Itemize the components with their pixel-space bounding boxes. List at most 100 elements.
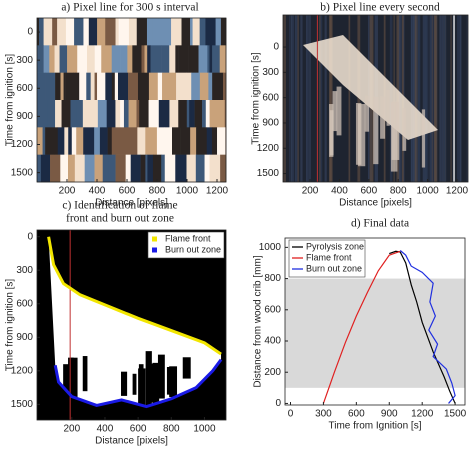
pixel-stripe xyxy=(205,18,216,46)
panel-title: a) Pixel line for 300 s interval xyxy=(61,2,198,14)
pixel-stripe xyxy=(45,127,55,155)
pixel-stripe xyxy=(189,100,193,128)
pixel-stripe xyxy=(191,100,195,128)
gap-column xyxy=(169,366,178,398)
pixel-stripe xyxy=(130,154,141,183)
x-tick-label: 400 xyxy=(97,424,114,435)
y-tick-label: 600 xyxy=(262,92,279,103)
pixel-stripe xyxy=(162,72,173,101)
pixel-stripe xyxy=(306,15,310,182)
pixel-stripe xyxy=(114,72,119,101)
x-tick-label: 400 xyxy=(331,186,348,197)
pixel-stripe xyxy=(90,100,99,128)
y-axis-label: Time from ignition [s] xyxy=(5,54,16,147)
x-tick-label: 1200 xyxy=(446,186,469,197)
pixel-stripe xyxy=(60,72,64,101)
pixel-stripe xyxy=(186,154,197,183)
x-tick-label: 600 xyxy=(348,409,365,420)
pixel-stripe xyxy=(52,18,58,46)
pixel-stripe xyxy=(59,45,68,73)
x-tick-label: 0 xyxy=(288,409,294,420)
pixel-stripe xyxy=(423,15,427,182)
gap-column xyxy=(68,357,74,393)
pixel-stripe xyxy=(137,127,146,155)
pixel-stripe xyxy=(77,45,88,73)
pixel-stripe xyxy=(42,127,46,155)
gap-column xyxy=(121,371,128,396)
pixel-stripe xyxy=(102,154,109,183)
pixel-stripe xyxy=(37,45,44,73)
pixel-stripe xyxy=(156,127,165,155)
pixel-stripe xyxy=(289,15,291,182)
pixel-stripe xyxy=(120,100,125,128)
legend-label: Pyrolysis zone xyxy=(306,241,364,251)
series-line xyxy=(47,236,222,356)
pixel-stripe xyxy=(199,72,209,101)
pixel-stripe xyxy=(164,127,173,155)
series-line xyxy=(53,358,223,409)
pixel-stripe xyxy=(190,127,197,155)
legend-label: Burn out zone xyxy=(306,263,362,273)
pixel-stripe xyxy=(181,18,191,46)
y-axis-label: Distance from wood crib [mm] xyxy=(253,255,264,387)
pixel-stripe xyxy=(209,45,213,73)
pixel-stripe xyxy=(175,154,180,183)
y-tick-label: 1200 xyxy=(11,365,34,376)
pixel-stripe xyxy=(194,100,203,128)
pixel-stripe xyxy=(417,15,420,182)
pixel-stripe xyxy=(442,15,445,182)
legend-label: Flame front xyxy=(306,252,352,262)
axes-frame xyxy=(282,14,469,183)
pixel-stripe xyxy=(132,45,142,73)
pixel-stripe xyxy=(55,72,61,101)
pixel-stripe xyxy=(74,154,85,183)
pixel-stripe xyxy=(175,45,179,73)
pixel-stripe xyxy=(125,154,132,183)
pixel-stripe xyxy=(111,45,121,73)
pixel-stripe xyxy=(161,154,166,183)
pixel-stripe xyxy=(99,127,103,155)
pixel-stripe xyxy=(180,127,191,155)
pixel-stripe xyxy=(139,100,149,128)
pixel-stripe xyxy=(49,45,55,73)
x-axis-label: Distance [pixels] xyxy=(95,436,168,447)
burn-column xyxy=(364,95,370,132)
burn-column xyxy=(329,110,334,156)
y-tick-label: 1200 xyxy=(257,143,280,154)
pixel-stripe xyxy=(107,127,113,155)
pixel-stripe xyxy=(94,45,102,73)
pixel-stripe xyxy=(319,15,321,182)
y-tick-label: 0 xyxy=(275,398,281,409)
pixel-stripe xyxy=(450,15,452,182)
pixel-stripe xyxy=(224,100,227,128)
pixel-stripe xyxy=(55,100,62,128)
pixel-stripe xyxy=(433,15,436,182)
pixel-stripe xyxy=(37,154,42,183)
pixel-stripe xyxy=(290,15,293,182)
x-tick-label: 1500 xyxy=(444,409,467,420)
pixel-stripe xyxy=(87,45,96,73)
y-tick-label: 600 xyxy=(16,298,33,309)
pixel-stripe xyxy=(70,100,78,128)
gap-column xyxy=(132,373,137,395)
x-tick-label: 1000 xyxy=(416,186,439,197)
pixel-stripe xyxy=(94,72,98,101)
pixel-stripe xyxy=(111,127,122,155)
pixel-stripe xyxy=(145,127,151,155)
pixel-stripe xyxy=(37,100,48,128)
pixel-stripe xyxy=(145,154,148,183)
pixel-stripe xyxy=(64,127,69,155)
pixel-stripe xyxy=(115,100,121,128)
pixel-stripe xyxy=(117,72,129,101)
y-tick-label: 200 xyxy=(264,367,281,378)
pixel-stripe xyxy=(128,100,137,128)
pixel-stripe xyxy=(220,154,227,183)
panel-title: b) Pixel line every second xyxy=(320,2,440,14)
pixel-stripe xyxy=(74,18,84,46)
pixel-stripe xyxy=(83,18,90,46)
burn-column xyxy=(402,108,407,151)
pixel-stripe xyxy=(195,154,205,183)
pixel-stripe xyxy=(165,18,172,46)
y-tick-label: 900 xyxy=(262,118,279,129)
pixel-stripe xyxy=(97,72,106,101)
